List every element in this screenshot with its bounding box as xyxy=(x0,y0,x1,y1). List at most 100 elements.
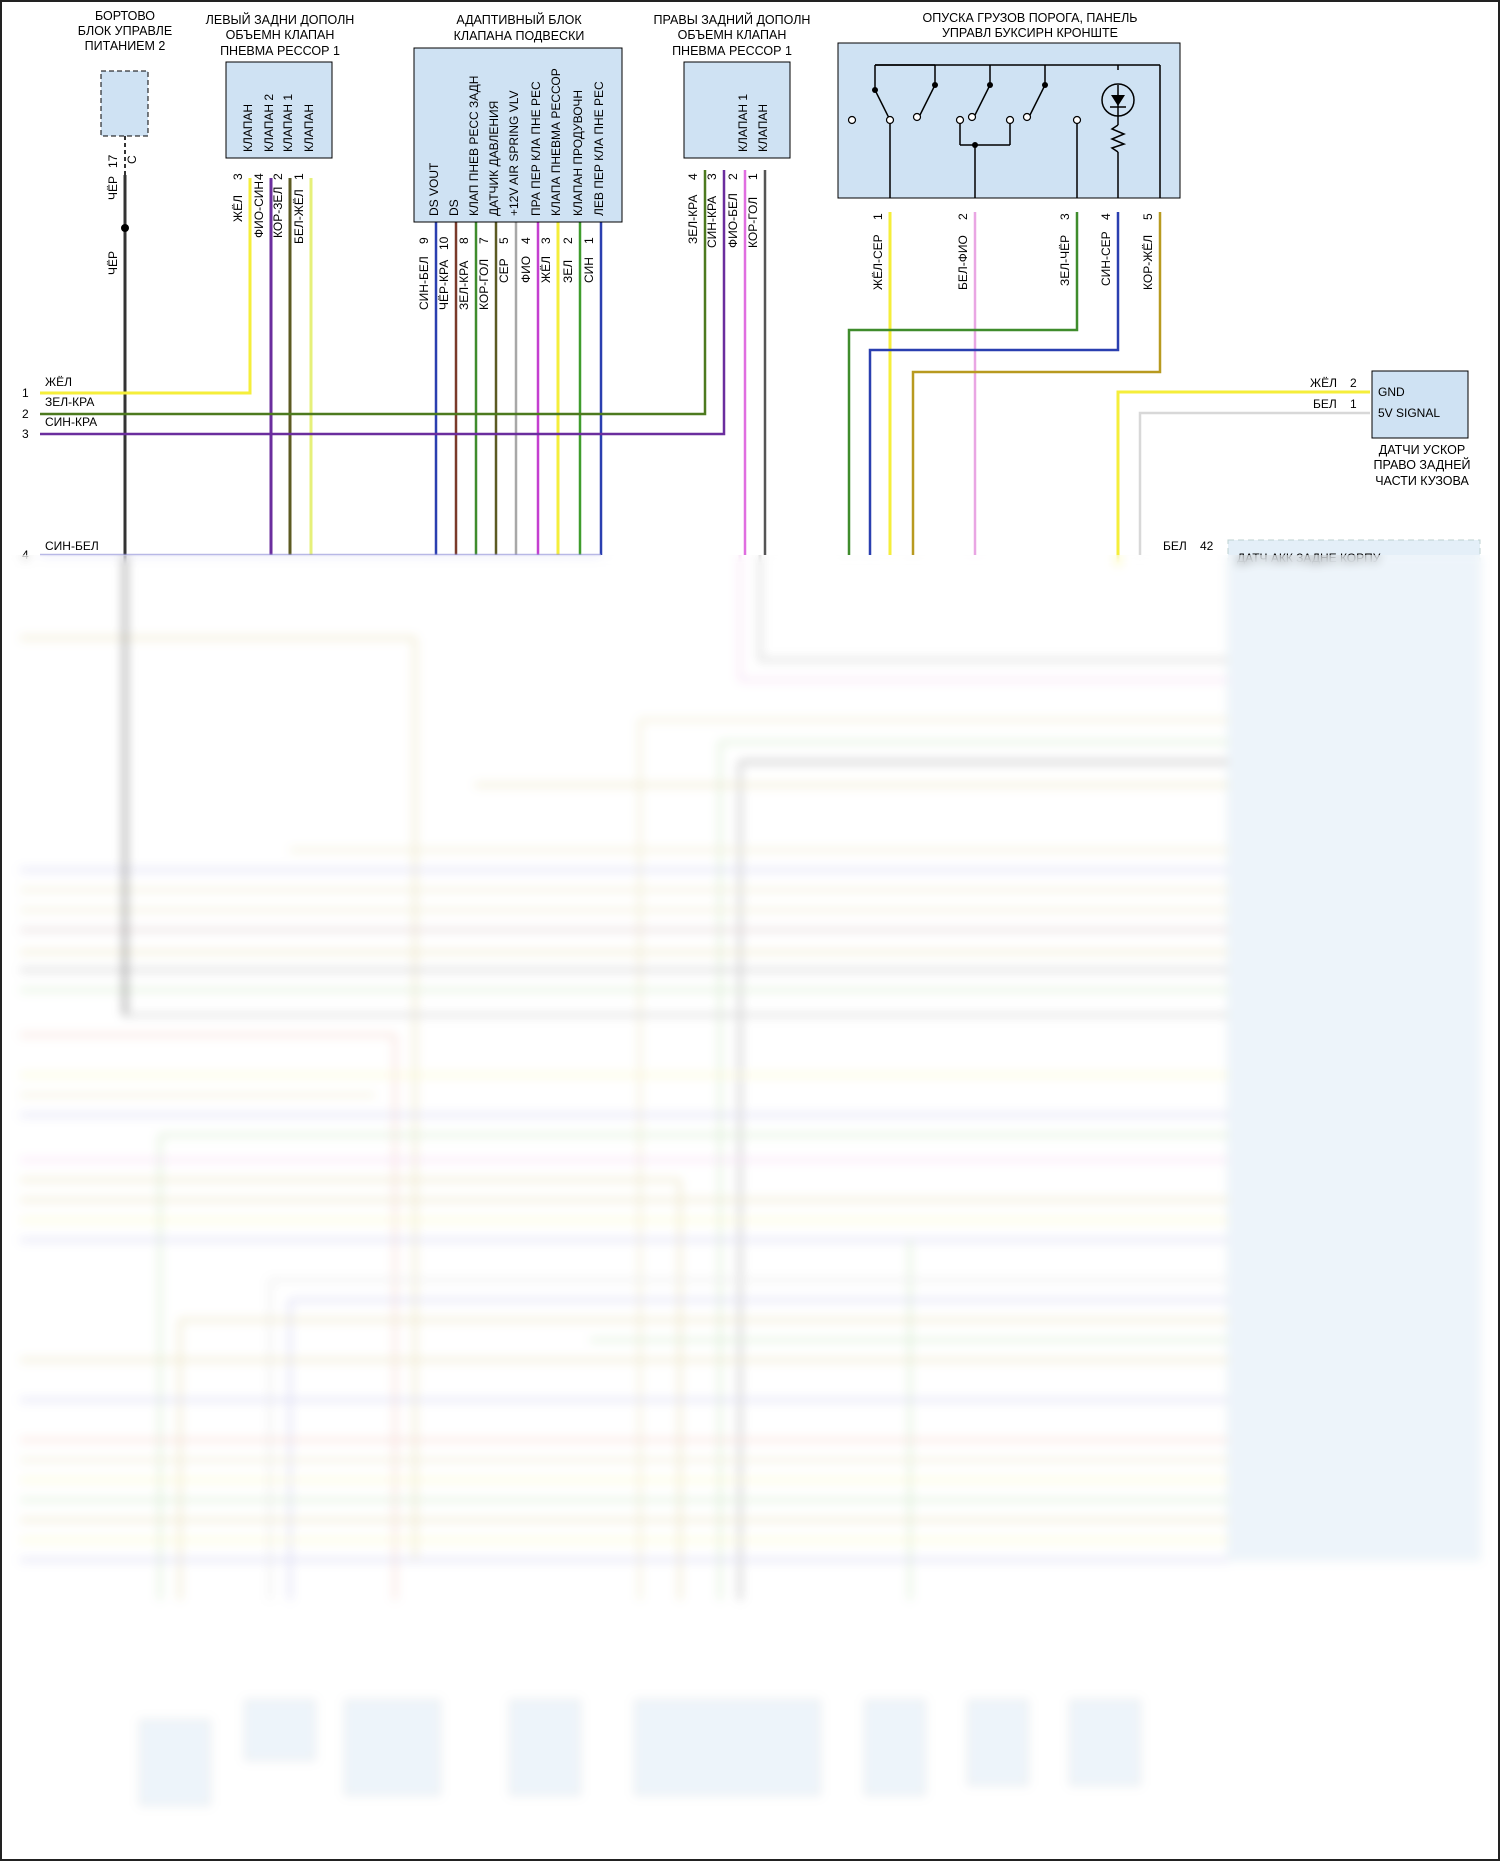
svg-text:ФИО-БЕЛ: ФИО-БЕЛ xyxy=(726,193,740,248)
lower-wiring-area xyxy=(20,539,1481,1806)
svg-text:1: 1 xyxy=(1350,397,1357,411)
svg-text:СИН-БЕЛ: СИН-БЕЛ xyxy=(45,539,99,553)
svg-text:ОБЪЕМН КЛАПАН: ОБЪЕМН КЛАПАН xyxy=(678,28,787,42)
svg-text:ДАТЧИК ДАВЛЕНИЯ: ДАТЧИК ДАВЛЕНИЯ xyxy=(487,101,501,216)
svg-text:ЖЁЛ-СЕР: ЖЁЛ-СЕР xyxy=(871,234,885,290)
svg-text:3: 3 xyxy=(539,237,553,244)
left-valve: ЛЕВЫЙ ЗАДНИ ДОПОЛН ОБЪЕМН КЛАПАН ПНЕВМА … xyxy=(206,12,355,244)
svg-text:КЛАПАН 1: КЛАПАН 1 xyxy=(281,94,295,152)
svg-text:КОР-ЗЕЛ: КОР-ЗЕЛ xyxy=(271,187,285,238)
svg-text:5V SIGNAL: 5V SIGNAL xyxy=(1378,406,1440,420)
svg-text:DS VOUT: DS VOUT xyxy=(427,162,441,216)
svg-text:1: 1 xyxy=(871,213,885,220)
svg-text:GND: GND xyxy=(1378,385,1405,399)
svg-text:ФИО-СИН: ФИО-СИН xyxy=(252,181,266,238)
svg-text:КОР-ГОЛ: КОР-ГОЛ xyxy=(746,197,760,248)
svg-text:КЛАПАН: КЛАПАН xyxy=(302,104,316,152)
svg-text:9: 9 xyxy=(417,237,431,244)
svg-text:УПРАВЛ БУКСИРН КРОНШТЕ: УПРАВЛ БУКСИРН КРОНШТЕ xyxy=(942,26,1118,40)
svg-text:ДАТЧИ УСКОР: ДАТЧИ УСКОР xyxy=(1379,443,1465,457)
svg-text:1: 1 xyxy=(746,173,760,180)
svg-text:ЗЕЛ-КРА: ЗЕЛ-КРА xyxy=(45,395,94,409)
svg-text:СИН: СИН xyxy=(582,257,596,283)
svg-text:DS: DS xyxy=(447,199,461,216)
svg-text:БЛОК УПРАВЛЕ: БЛОК УПРАВЛЕ xyxy=(78,24,172,38)
svg-text:ЗЕЛ: ЗЕЛ xyxy=(561,260,575,283)
tow-panel: ОПУСКА ГРУЗОВ ПОРОГА, ПАНЕЛЬ УПРАВЛ БУКС… xyxy=(837,11,1181,290)
svg-text:ЖЁЛ: ЖЁЛ xyxy=(45,375,72,389)
svg-text:СИН-СЕР: СИН-СЕР xyxy=(1099,231,1113,286)
svg-text:БЕЛ-ФИО: БЕЛ-ФИО xyxy=(956,235,970,290)
svg-text:КЛАПАН: КЛАПАН xyxy=(241,104,255,152)
svg-text:БЕЛ: БЕЛ xyxy=(1313,397,1337,411)
svg-text:7: 7 xyxy=(477,237,491,244)
svg-text:3: 3 xyxy=(22,427,29,441)
svg-text:ЧАСТИ КУЗОВА: ЧАСТИ КУЗОВА xyxy=(1375,474,1469,488)
left-row-labels: 1 ЖЁЛ 2 ЗЕЛ-КРА 3 СИН-КРА 4 СИН-БЕЛ xyxy=(22,375,99,562)
svg-text:17: 17 xyxy=(106,154,120,168)
svg-text:5: 5 xyxy=(497,237,511,244)
svg-text:1: 1 xyxy=(292,173,306,180)
svg-text:ЧЁР-КРА: ЧЁР-КРА xyxy=(437,260,451,310)
svg-text:3: 3 xyxy=(231,173,245,180)
svg-text:ЗЕЛ-КРА: ЗЕЛ-КРА xyxy=(686,195,700,244)
svg-text:КЛАПАН 2: КЛАПАН 2 xyxy=(262,94,276,152)
right-valve: ПРАВЫ ЗАДНИЙ ДОПОЛН ОБЪЕМН КЛАПАН ПНЕВМА… xyxy=(654,12,811,248)
svg-text:КЛАПАН ПРОДУВОЧН: КЛАПАН ПРОДУВОЧН xyxy=(571,90,585,216)
svg-text:4: 4 xyxy=(22,548,29,562)
svg-text:2: 2 xyxy=(271,173,285,180)
svg-text:2: 2 xyxy=(561,237,575,244)
svg-text:ЖЁЛ: ЖЁЛ xyxy=(231,195,245,222)
svg-text:КЛАПАН: КЛАПАН xyxy=(756,104,770,152)
svg-text:ПРА ПЕР КЛА ПНЕ РЕС: ПРА ПЕР КЛА ПНЕ РЕС xyxy=(529,81,543,216)
svg-text:ЛЕВЫЙ ЗАДНИ ДОПОЛН: ЛЕВЫЙ ЗАДНИ ДОПОЛН xyxy=(206,12,355,27)
svg-text:2: 2 xyxy=(726,173,740,180)
svg-text:5: 5 xyxy=(1141,213,1155,220)
svg-text:КЛАПАН 1: КЛАПАН 1 xyxy=(736,94,750,152)
svg-text:КЛАП ПНЕВ РЕСС ЗАДН: КЛАП ПНЕВ РЕСС ЗАДН xyxy=(467,76,481,216)
svg-text:ОБЪЕМН КЛАПАН: ОБЪЕМН КЛАПАН xyxy=(226,28,335,42)
svg-text:ЖЁЛ: ЖЁЛ xyxy=(539,256,553,283)
adaptive-valve-block: АДАПТИВНЫЙ БЛОК КЛАПАНА ПОДВЕСКИ DS VOUT… xyxy=(413,12,623,310)
svg-text:10: 10 xyxy=(437,236,451,250)
rear-module-box xyxy=(1227,539,1481,1561)
svg-text:1: 1 xyxy=(582,237,596,244)
svg-text:КЛАПАНА ПОДВЕСКИ: КЛАПАНА ПОДВЕСКИ xyxy=(454,29,585,43)
svg-text:2: 2 xyxy=(1350,376,1357,390)
svg-text:СИН-БЕЛ: СИН-БЕЛ xyxy=(417,256,431,310)
svg-text:СИН-КРА: СИН-КРА xyxy=(705,196,719,248)
svg-text:БЕЛ: БЕЛ xyxy=(1163,539,1187,553)
svg-text:ПРАВО ЗАДНЕЙ: ПРАВО ЗАДНЕЙ xyxy=(1373,457,1470,472)
svg-text:C: C xyxy=(125,155,139,164)
svg-text:ЧЁР: ЧЁР xyxy=(106,251,120,275)
svg-text:4: 4 xyxy=(1099,213,1113,220)
svg-text:4: 4 xyxy=(686,173,700,180)
accel-sensor: GND 5V SIGNAL ЖЁЛ 2 БЕЛ 1 ДАТЧИ УСКОР ПР… xyxy=(1310,370,1471,488)
svg-text:ЛЕВ ПЕР КЛА ПНЕ РЕС: ЛЕВ ПЕР КЛА ПНЕ РЕС xyxy=(592,81,606,216)
svg-text:ФИО: ФИО xyxy=(519,256,533,283)
svg-text:БЕЛ-ЖЁЛ: БЕЛ-ЖЁЛ xyxy=(292,189,306,244)
svg-text:АДАПТИВНЫЙ БЛОК: АДАПТИВНЫЙ БЛОК xyxy=(456,12,582,27)
svg-text:КОР-ГОЛ: КОР-ГОЛ xyxy=(477,259,491,310)
svg-text:ДАТЧ АКК ЗАДНЕ КОРПУ: ДАТЧ АКК ЗАДНЕ КОРПУ xyxy=(1237,551,1381,565)
svg-text:КОР-ЖЁЛ: КОР-ЖЁЛ xyxy=(1141,235,1155,290)
svg-text:ЖЁЛ: ЖЁЛ xyxy=(1310,376,1337,390)
svg-text:4: 4 xyxy=(252,173,266,180)
svg-text:КЛАПА ПНЕВМА РЕССОР: КЛАПА ПНЕВМА РЕССОР xyxy=(549,68,563,216)
svg-text:ЧЁР: ЧЁР xyxy=(106,176,120,200)
svg-text:8: 8 xyxy=(457,237,471,244)
svg-text:3: 3 xyxy=(705,173,719,180)
led-icon xyxy=(1101,83,1135,117)
wires-top xyxy=(40,170,1370,1015)
svg-text:1: 1 xyxy=(22,386,29,400)
svg-text:4: 4 xyxy=(519,237,533,244)
svg-text:СИН-КРА: СИН-КРА xyxy=(45,415,97,429)
svg-text:+12V AIR SPRING VLV: +12V AIR SPRING VLV xyxy=(507,90,521,216)
svg-text:2: 2 xyxy=(956,213,970,220)
switch-contacts xyxy=(874,64,1161,198)
svg-text:ЗЕЛ-КРА: ЗЕЛ-КРА xyxy=(457,261,471,310)
splice-dot xyxy=(121,224,129,232)
svg-text:42: 42 xyxy=(1200,539,1214,553)
svg-text:ПРАВЫ ЗАДНИЙ ДОПОЛН: ПРАВЫ ЗАДНИЙ ДОПОЛН xyxy=(654,12,811,27)
